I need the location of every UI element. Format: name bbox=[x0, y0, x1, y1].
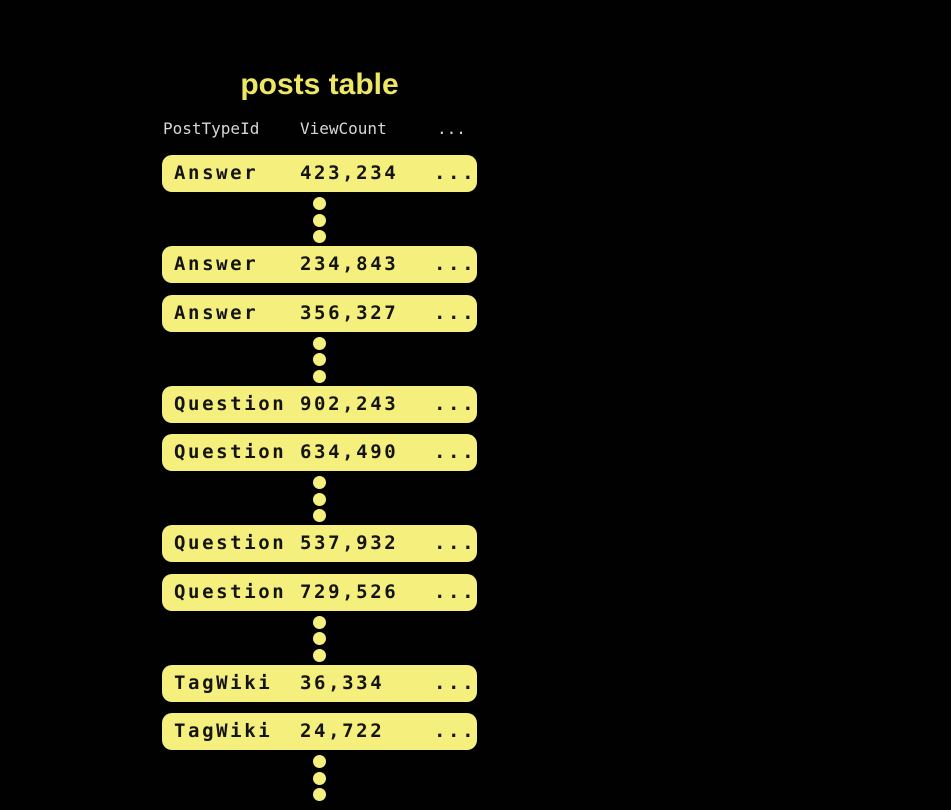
cell-more-ellipsis: ... bbox=[434, 162, 477, 184]
ellipsis-dot bbox=[313, 648, 326, 662]
table-row: TagWiki 24,722 ... bbox=[162, 713, 477, 750]
cell-posttypeid: Question bbox=[174, 392, 287, 415]
table-row: Question 634,490 ... bbox=[162, 434, 477, 471]
column-header-more: ... bbox=[437, 119, 466, 138]
cell-more-ellipsis: ... bbox=[434, 253, 477, 275]
cell-viewcount: 634,490 bbox=[300, 441, 399, 463]
ellipsis-dot bbox=[313, 632, 326, 645]
table-row: Answer 423,234 ... bbox=[162, 155, 477, 192]
ellipsis-dot bbox=[313, 492, 326, 506]
ellipsis-dot bbox=[313, 509, 326, 522]
ellipsis-dot bbox=[313, 369, 326, 383]
ellipsis-dot bbox=[313, 353, 326, 366]
table-rows: Answer 423,234 ... Answer 234,843 ... An… bbox=[162, 155, 477, 804]
ellipsis-dot bbox=[313, 230, 326, 243]
ellipsis-dot bbox=[313, 771, 326, 785]
table-row: Answer 356,327 ... bbox=[162, 294, 477, 332]
column-header-viewcount: ViewCount bbox=[300, 119, 387, 138]
ellipsis-dot bbox=[313, 476, 326, 489]
cell-posttypeid: Question bbox=[174, 532, 287, 554]
cell-viewcount: 729,526 bbox=[300, 580, 399, 603]
column-headers: PostTypeId ViewCount ... bbox=[162, 120, 477, 137]
ellipsis-dot bbox=[313, 615, 326, 629]
cell-more-ellipsis: ... bbox=[434, 301, 477, 324]
cell-more-ellipsis: ... bbox=[434, 720, 477, 742]
cell-posttypeid: TagWiki bbox=[174, 671, 273, 694]
ellipsis-dot bbox=[313, 336, 326, 350]
cell-more-ellipsis: ... bbox=[434, 671, 477, 694]
cell-posttypeid: TagWiki bbox=[174, 720, 273, 742]
cell-more-ellipsis: ... bbox=[434, 580, 477, 603]
cell-posttypeid: Answer bbox=[174, 301, 259, 324]
table-row: TagWiki 36,334 ... bbox=[162, 664, 477, 702]
cell-more-ellipsis: ... bbox=[434, 532, 477, 554]
ellipsis-dot bbox=[313, 788, 326, 801]
cell-viewcount: 537,932 bbox=[300, 532, 399, 554]
ellipsis-dot bbox=[313, 197, 326, 210]
vertical-ellipsis-icon bbox=[162, 332, 477, 386]
cell-viewcount: 234,843 bbox=[300, 253, 399, 275]
cell-viewcount: 423,234 bbox=[300, 162, 399, 184]
vertical-ellipsis-icon bbox=[162, 750, 477, 804]
column-header-posttypeid: PostTypeId bbox=[163, 119, 260, 138]
ellipsis-dot bbox=[313, 755, 326, 768]
table-row: Answer 234,843 ... bbox=[162, 246, 477, 283]
cell-more-ellipsis: ... bbox=[434, 441, 477, 463]
cell-viewcount: 24,722 bbox=[300, 720, 385, 742]
page-title: posts table bbox=[240, 68, 399, 101]
vertical-ellipsis-icon bbox=[162, 192, 477, 246]
cell-posttypeid: Answer bbox=[174, 253, 259, 275]
table-row: Question 537,932 ... bbox=[162, 525, 477, 562]
cell-viewcount: 902,243 bbox=[300, 392, 399, 415]
cell-posttypeid: Answer bbox=[174, 162, 259, 184]
cell-viewcount: 356,327 bbox=[300, 301, 399, 324]
cell-posttypeid: Question bbox=[174, 441, 287, 463]
posts-table-diagram: posts table PostTypeId ViewCount ... Ans… bbox=[162, 0, 477, 810]
table-row: Question 902,243 ... bbox=[162, 385, 477, 423]
cell-more-ellipsis: ... bbox=[434, 392, 477, 415]
table-row: Question 729,526 ... bbox=[162, 573, 477, 611]
vertical-ellipsis-icon bbox=[162, 471, 477, 525]
cell-posttypeid: Question bbox=[174, 580, 287, 603]
ellipsis-dot bbox=[313, 213, 326, 227]
vertical-ellipsis-icon bbox=[162, 611, 477, 665]
cell-viewcount: 36,334 bbox=[300, 671, 385, 694]
